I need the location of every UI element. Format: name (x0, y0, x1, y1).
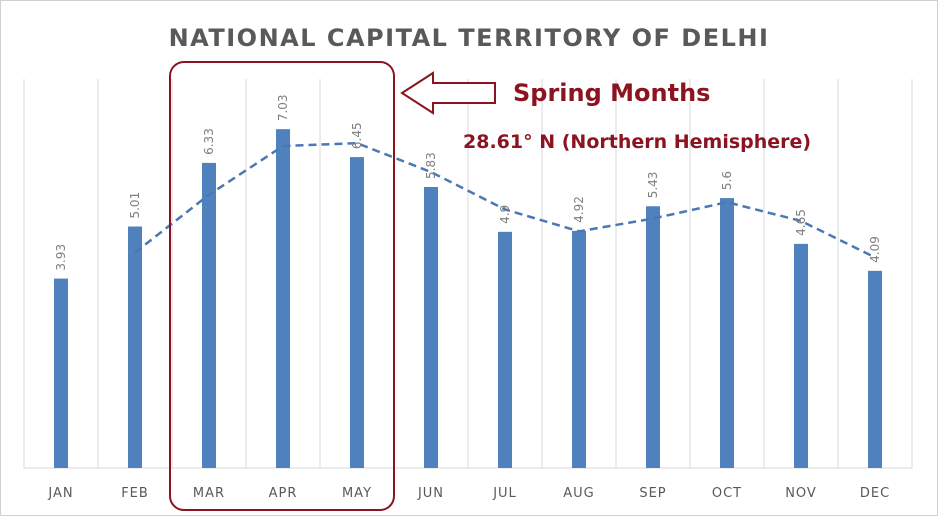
spring-months-highlight-box (169, 61, 395, 511)
arrow-left-icon (400, 71, 496, 115)
data-label-jan: 3.93 (54, 244, 68, 271)
bar-oct (720, 198, 734, 468)
latitude-label: 28.61° N (Northern Hemisphere) (463, 131, 811, 153)
category-label-mar: MAR (193, 486, 225, 501)
data-label-feb: 5.01 (128, 192, 142, 219)
chart-title: NATIONAL CAPITAL TERRITORY OF DELHI (169, 24, 770, 52)
category-label-jul: JUL (492, 486, 517, 501)
bar-aug (572, 230, 586, 468)
category-label-may: MAY (342, 486, 372, 501)
trendline (134, 141, 876, 259)
category-label-feb: FEB (121, 486, 149, 501)
data-label-nov: 4.65 (794, 209, 808, 236)
data-label-oct: 5.6 (720, 171, 734, 190)
bar-mar (202, 162, 216, 469)
data-label-jul: 4.9 (498, 205, 512, 224)
bar-apr (276, 129, 290, 469)
data-label-mar: 6.33 (202, 128, 216, 155)
bar-may (350, 157, 364, 469)
category-label-apr: APR (269, 486, 298, 501)
data-label-dec: 4.09 (868, 236, 882, 263)
category-label-jan: JAN (47, 486, 73, 501)
category-labels: JAN FEB MAR APR MAY JUN JUL AUG SEP OCT NOV DEC (47, 486, 890, 501)
bars (54, 129, 882, 469)
category-label-nov: NOV (785, 486, 817, 501)
category-label-jun: JUN (417, 486, 444, 501)
data-label-sep: 5.43 (646, 172, 660, 199)
category-label-sep: SEP (639, 486, 666, 501)
data-label-aug: 4.92 (572, 196, 586, 223)
bar-jun (424, 186, 438, 468)
bar-nov (794, 243, 808, 468)
data-label-may: 6.45 (350, 122, 364, 149)
category-label-oct: OCT (712, 486, 742, 501)
category-label-aug: AUG (563, 486, 594, 501)
bar-jan (54, 278, 68, 468)
data-labels: 3.93 5.01 6.33 7.03 6.45 5.83 4.9 4.92 5.43 5.6 4.… (54, 94, 882, 270)
bar-jul (498, 231, 512, 468)
bar-feb (128, 226, 142, 468)
data-label-jun: 5.83 (424, 152, 438, 179)
bar-sep (646, 206, 660, 469)
category-label-dec: DEC (860, 486, 890, 501)
moving-average-line (134, 141, 876, 259)
bar-dec (868, 270, 882, 468)
spring-months-label: Spring Months (513, 79, 710, 107)
data-label-apr: 7.03 (276, 94, 290, 121)
